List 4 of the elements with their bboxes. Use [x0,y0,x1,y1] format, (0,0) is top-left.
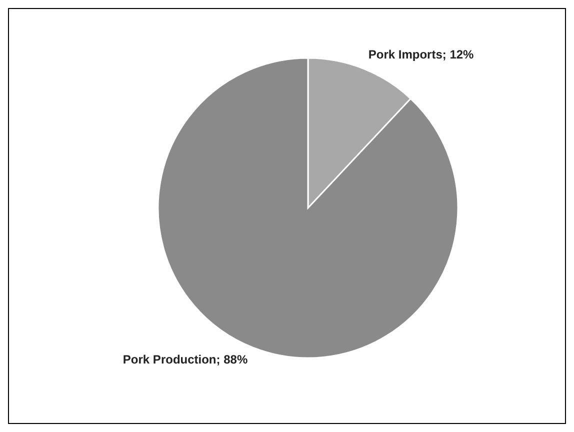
slice-label: Pork Production [122,352,216,367]
data-label: ; 88% [216,352,248,367]
data-label: ; 12% [442,48,474,62]
slice-label: Pork Imports [368,48,443,62]
